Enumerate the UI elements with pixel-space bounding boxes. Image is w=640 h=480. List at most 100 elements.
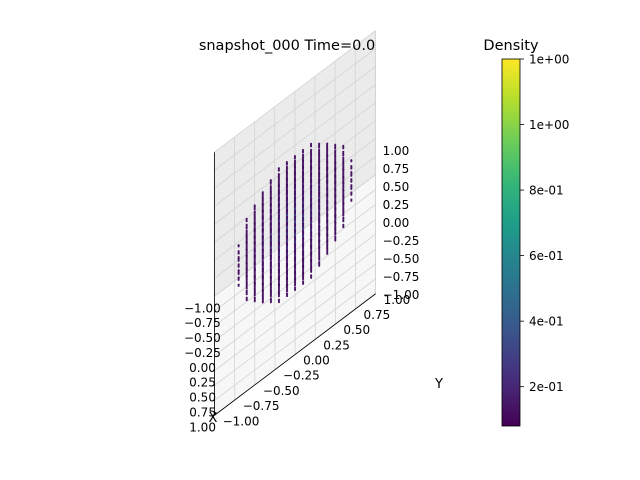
density-point	[302, 196, 305, 199]
density-point	[334, 167, 337, 170]
density-point	[302, 237, 305, 240]
density-point	[261, 197, 264, 200]
density-point	[245, 235, 248, 238]
density-point	[302, 229, 305, 233]
density-point	[253, 296, 256, 299]
density-point	[294, 202, 297, 205]
y-tick-label: −0.50	[263, 384, 300, 398]
density-point	[302, 190, 305, 193]
y-tick-label: 0.25	[323, 338, 350, 352]
density-point	[237, 244, 240, 247]
density-point	[334, 155, 337, 158]
density-point	[285, 292, 289, 295]
density-point	[342, 156, 345, 159]
density-point	[269, 268, 272, 271]
density-point	[350, 178, 353, 181]
density-point	[269, 227, 272, 231]
density-point	[294, 286, 297, 289]
density-point	[310, 190, 313, 193]
grid-line	[214, 48, 376, 171]
density-point	[285, 196, 289, 199]
density-point	[293, 165, 297, 168]
density-point	[285, 284, 289, 287]
density-point	[294, 222, 297, 225]
density-point	[326, 173, 329, 176]
density-point	[293, 171, 297, 174]
x-tick-label: −0.25	[184, 346, 221, 360]
density-point	[342, 181, 345, 184]
y-tick-label: 0.00	[303, 354, 330, 368]
density-point	[253, 282, 256, 285]
density-point	[334, 228, 337, 231]
density-point	[269, 241, 272, 244]
density-point	[294, 243, 297, 246]
x-tick-label: 0.50	[189, 391, 216, 405]
density-point	[237, 250, 240, 253]
density-point	[334, 206, 337, 210]
y-axis-line	[214, 293, 376, 416]
density-point	[310, 251, 313, 254]
density-point	[334, 221, 337, 224]
y-tick-label: 1.00	[384, 293, 411, 307]
density-point	[277, 248, 281, 251]
density-point	[342, 209, 345, 212]
density-point	[237, 269, 240, 272]
density-point	[253, 228, 256, 231]
density-point	[350, 184, 353, 187]
density-point	[326, 240, 329, 243]
density-point	[334, 193, 337, 196]
density-point	[277, 189, 280, 192]
density-point	[261, 203, 264, 206]
x-tick-label: −0.75	[184, 316, 221, 330]
density-point	[261, 214, 264, 218]
density-point	[318, 217, 321, 220]
density-point	[285, 276, 289, 279]
grid-line	[214, 84, 376, 207]
density-point	[294, 263, 297, 266]
density-point	[326, 213, 329, 216]
density-point	[285, 234, 289, 238]
density-point	[302, 184, 305, 187]
density-point	[302, 222, 305, 225]
density-point	[302, 203, 305, 206]
density-point	[253, 289, 256, 292]
grid-line	[214, 66, 376, 189]
density-point	[318, 211, 321, 214]
density-point	[294, 215, 297, 218]
density-point	[285, 221, 289, 224]
density-point	[326, 205, 329, 208]
density-point	[277, 262, 281, 265]
density-point	[277, 275, 281, 278]
density-point	[318, 191, 321, 194]
colorbar	[501, 58, 521, 427]
density-point	[245, 241, 248, 244]
density-point	[294, 249, 297, 252]
colorbar-tick-label: 1e+00	[529, 53, 569, 67]
y-tick-label: −1.00	[223, 414, 260, 428]
density-point	[277, 298, 281, 301]
density-point	[318, 239, 321, 242]
density-point	[253, 235, 256, 238]
density-point	[293, 190, 297, 193]
z-tick-label: −0.75	[383, 270, 420, 284]
density-point	[294, 228, 297, 231]
density-point	[285, 215, 289, 218]
density-point	[294, 236, 297, 239]
density-point	[310, 210, 313, 213]
density-point	[261, 241, 264, 244]
density-point	[285, 228, 289, 232]
density-point	[285, 242, 289, 245]
density-point	[334, 143, 337, 146]
y-tick-label: −0.75	[243, 399, 280, 413]
density-point	[302, 271, 305, 275]
colorbar-tick-label: 6e-01	[529, 249, 564, 263]
density-point	[310, 267, 313, 270]
density-point	[310, 223, 313, 226]
density-point	[277, 196, 280, 199]
density-point	[326, 247, 329, 250]
density-point	[277, 214, 281, 217]
density-point	[269, 283, 272, 286]
density-point	[326, 160, 329, 163]
density-point	[334, 174, 337, 177]
density-point	[302, 250, 305, 253]
